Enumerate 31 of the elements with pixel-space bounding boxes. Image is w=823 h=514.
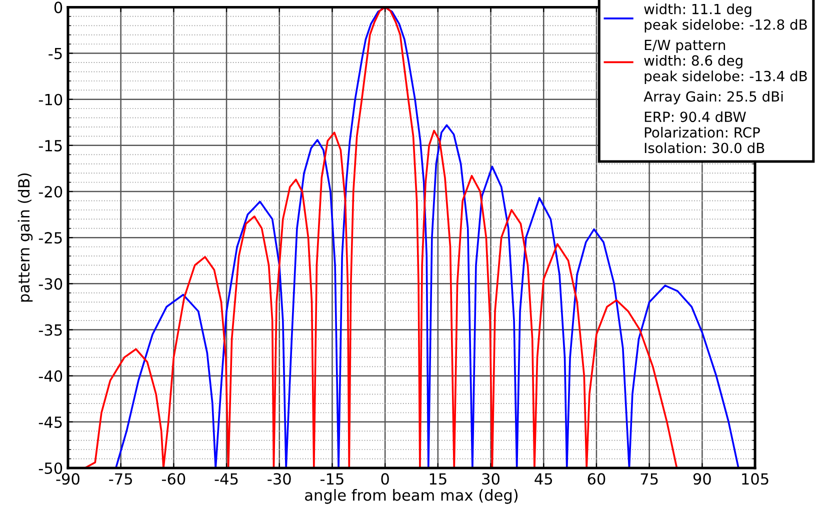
y-tick-label: -45	[38, 416, 62, 428]
x-tick-label: 30	[482, 473, 500, 485]
y-tick-label: -5	[48, 48, 62, 60]
y-tick-label: -15	[38, 140, 62, 152]
x-axis-title: angle from beam max (deg)	[305, 489, 518, 504]
x-tick-label: 15	[430, 473, 446, 485]
legend-label: E/W pattern width: 8.6 deg peak sidelobe: -13.4 dB	[644, 40, 807, 84]
y-tick-label: -10	[38, 94, 62, 106]
x-tick-label: 90	[693, 473, 711, 485]
y-tick-label: 0	[54, 2, 62, 14]
annotation: ERP: 90.4 dBW Polarization: RCP Isolation: 30.0 dB	[644, 111, 764, 154]
x-tick-label: -45	[214, 473, 238, 485]
x-tick-label: 0	[381, 473, 389, 485]
y-tick-label: -20	[38, 186, 62, 198]
legend-label: width: 11.1 deg peak sidelobe: -12.8 dB	[644, 4, 807, 33]
y-tick-label: -50	[38, 462, 62, 474]
y-tick-label: -30	[38, 278, 62, 290]
x-tick-label: 45	[534, 473, 552, 485]
x-tick-label: -15	[320, 473, 344, 485]
y-tick-label: -40	[38, 370, 62, 382]
x-tick-label: 105	[742, 473, 768, 485]
x-tick-label: 60	[588, 473, 606, 485]
x-tick-label: -90	[56, 473, 80, 485]
annotation: Array Gain: 25.5 dBi	[644, 90, 783, 104]
x-tick-label: 75	[640, 473, 658, 485]
x-tick-label: -30	[268, 473, 291, 485]
y-tick-label: -25	[38, 232, 62, 244]
x-tick-label: -60	[162, 473, 186, 485]
x-tick-label: -75	[109, 473, 132, 485]
y-tick-label: -35	[38, 324, 62, 336]
y-axis-title: pattern gain (dB)	[18, 173, 33, 302]
